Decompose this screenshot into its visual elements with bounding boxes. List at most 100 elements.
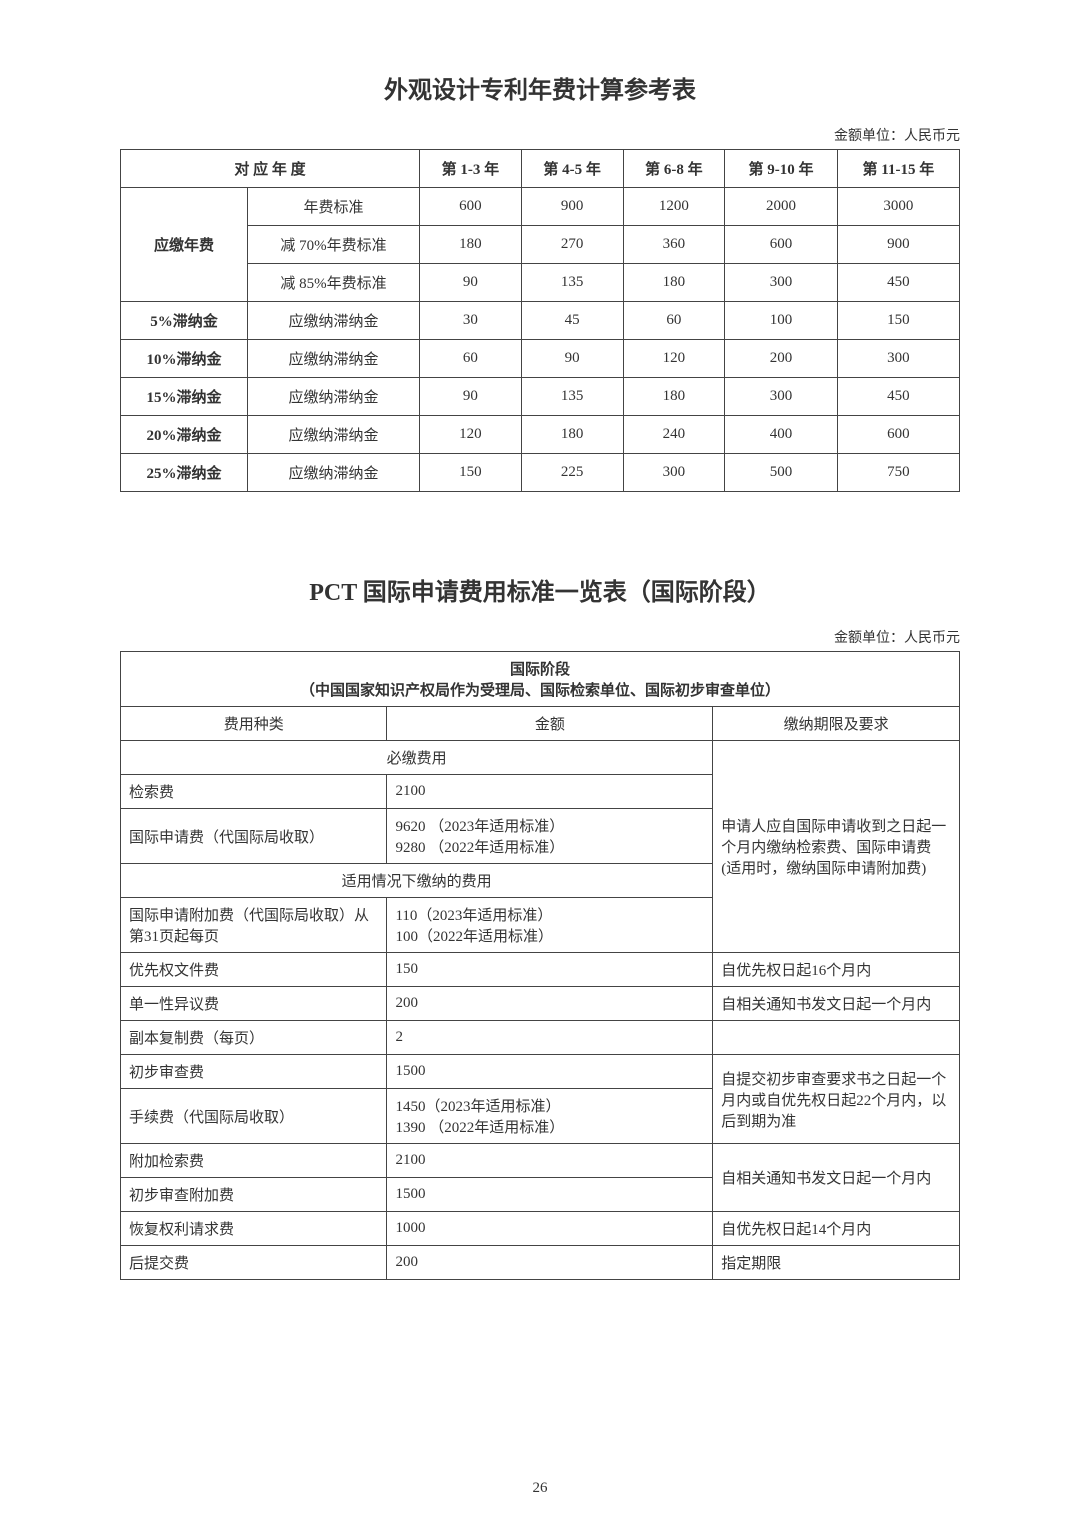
col-amount: 金额 xyxy=(387,707,713,741)
cell: 600 xyxy=(420,188,522,226)
cell: 135 xyxy=(521,264,623,302)
fee-type: 手续费（代国际局收取） xyxy=(121,1089,387,1144)
pct-fee-table: 国际阶段 （中国国家知识产权局作为受理局、国际检索单位、国际初步审查单位） 费用… xyxy=(120,651,960,1280)
cell: 100 xyxy=(725,302,838,340)
fee-type: 副本复制费（每页） xyxy=(121,1021,387,1055)
mandatory-label: 必缴费用 xyxy=(121,741,713,775)
annual-fee-label: 应缴年费 xyxy=(121,188,248,302)
cell: 135 xyxy=(521,378,623,416)
fee-amount: 2100 xyxy=(387,775,713,809)
table-row: 15%滞纳金 应缴纳滞纳金 90 135 180 300 450 xyxy=(121,378,960,416)
fee-req xyxy=(713,1021,960,1055)
fee-type: 检索费 xyxy=(121,775,387,809)
fee-type: 国际申请费（代国际局收取） xyxy=(121,809,387,864)
section-mandatory: 必缴费用 申请人应自国际申请收到之日起一个月内缴纳检索费、国际申请费(适用时，缴… xyxy=(121,741,960,775)
table2-colheader: 费用种类 金额 缴纳期限及要求 xyxy=(121,707,960,741)
fee-amount: 150 xyxy=(387,953,713,987)
fee-amount: 1500 xyxy=(387,1055,713,1089)
fee-amount: 2 xyxy=(387,1021,713,1055)
cell: 900 xyxy=(521,188,623,226)
intl-phase-header: 国际阶段 （中国国家知识产权局作为受理局、国际检索单位、国际初步审查单位） xyxy=(121,652,960,707)
amount-line: 9280 （2022年适用标准） xyxy=(395,836,704,857)
fee-amount: 1000 xyxy=(387,1212,713,1246)
design-patent-fee-table: 对 应 年 度 第 1-3 年 第 4-5 年 第 6-8 年 第 9-10 年… xyxy=(120,149,960,492)
fee-amount: 9620 （2023年适用标准） 9280 （2022年适用标准） xyxy=(387,809,713,864)
fee-type: 优先权文件费 xyxy=(121,953,387,987)
amount-line: 110（2023年适用标准） xyxy=(395,904,704,925)
intl-phase-line1: 国际阶段 xyxy=(129,658,951,679)
amount-line: 1450（2023年适用标准） xyxy=(395,1095,704,1116)
cell: 600 xyxy=(837,416,959,454)
cell: 600 xyxy=(725,226,838,264)
table-row: 附加检索费 2100 自相关通知书发文日起一个月内 xyxy=(121,1144,960,1178)
header-y1: 第 1-3 年 xyxy=(420,150,522,188)
cell: 60 xyxy=(420,340,522,378)
amount-line: 1390 （2022年适用标准） xyxy=(395,1116,704,1137)
cell: 300 xyxy=(725,264,838,302)
cell: 60 xyxy=(623,302,725,340)
fee-type: 后提交费 xyxy=(121,1246,387,1280)
header-y4: 第 9-10 年 xyxy=(725,150,838,188)
cell: 120 xyxy=(623,340,725,378)
conditional-label: 适用情况下缴纳的费用 xyxy=(121,864,713,898)
table2-title: PCT 国际申请费用标准一览表（国际阶段） xyxy=(120,572,960,607)
table2-unit: 金额单位：人民币元 xyxy=(120,627,960,647)
cell: 450 xyxy=(837,378,959,416)
table-row: 5%滞纳金 应缴纳滞纳金 30 45 60 100 150 xyxy=(121,302,960,340)
penalty-label: 15%滞纳金 xyxy=(121,378,248,416)
header-y2: 第 4-5 年 xyxy=(521,150,623,188)
page-number: 26 xyxy=(0,1480,1080,1497)
penalty-label: 25%滞纳金 xyxy=(121,454,248,492)
sub-label: 应缴纳滞纳金 xyxy=(248,378,420,416)
req-group2: 自提交初步审查要求书之日起一个月内或自优先权日起22个月内，以后到期为准 xyxy=(713,1055,960,1144)
cell: 180 xyxy=(420,226,522,264)
cell: 900 xyxy=(837,226,959,264)
sub-label: 应缴纳滞纳金 xyxy=(248,302,420,340)
cell: 180 xyxy=(623,378,725,416)
sub-label: 应缴纳滞纳金 xyxy=(248,340,420,378)
cell: 120 xyxy=(420,416,522,454)
table-row: 应缴年费 年费标准 600 900 1200 2000 3000 xyxy=(121,188,960,226)
sub-label: 应缴纳滞纳金 xyxy=(248,454,420,492)
cell: 150 xyxy=(837,302,959,340)
table1-title: 外观设计专利年费计算参考表 xyxy=(120,70,960,105)
fee-req: 自相关通知书发文日起一个月内 xyxy=(713,987,960,1021)
col-req: 缴纳期限及要求 xyxy=(713,707,960,741)
req-group3: 自相关通知书发文日起一个月内 xyxy=(713,1144,960,1212)
cell: 300 xyxy=(725,378,838,416)
cell: 180 xyxy=(521,416,623,454)
table-row: 20%滞纳金 应缴纳滞纳金 120 180 240 400 600 xyxy=(121,416,960,454)
col-type: 费用种类 xyxy=(121,707,387,741)
cell: 360 xyxy=(623,226,725,264)
amount-line: 100（2022年适用标准） xyxy=(395,925,704,946)
fee-req: 自优先权日起14个月内 xyxy=(713,1212,960,1246)
fee-amount: 1450（2023年适用标准） 1390 （2022年适用标准） xyxy=(387,1089,713,1144)
cell: 400 xyxy=(725,416,838,454)
fee-amount: 2100 xyxy=(387,1144,713,1178)
cell: 90 xyxy=(420,378,522,416)
fee-amount: 200 xyxy=(387,1246,713,1280)
sub-label: 应缴纳滞纳金 xyxy=(248,416,420,454)
table-row: 优先权文件费 150 自优先权日起16个月内 xyxy=(121,953,960,987)
cell: 1200 xyxy=(623,188,725,226)
cell: 240 xyxy=(623,416,725,454)
header-y3: 第 6-8 年 xyxy=(623,150,725,188)
penalty-label: 10%滞纳金 xyxy=(121,340,248,378)
fee-amount: 1500 xyxy=(387,1178,713,1212)
cell: 300 xyxy=(837,340,959,378)
cell: 2000 xyxy=(725,188,838,226)
intl-phase-line2: （中国国家知识产权局作为受理局、国际检索单位、国际初步审查单位） xyxy=(129,679,951,700)
amount-line: 9620 （2023年适用标准） xyxy=(395,815,704,836)
cell: 200 xyxy=(725,340,838,378)
header-y5: 第 11-15 年 xyxy=(837,150,959,188)
cell: 500 xyxy=(725,454,838,492)
fee-req: 指定期限 xyxy=(713,1246,960,1280)
req-group1: 申请人应自国际申请收到之日起一个月内缴纳检索费、国际申请费(适用时，缴纳国际申请… xyxy=(713,741,960,953)
cell: 90 xyxy=(521,340,623,378)
table2-header: 国际阶段 （中国国家知识产权局作为受理局、国际检索单位、国际初步审查单位） xyxy=(121,652,960,707)
penalty-label: 20%滞纳金 xyxy=(121,416,248,454)
fee-amount: 200 xyxy=(387,987,713,1021)
cell: 45 xyxy=(521,302,623,340)
cell: 150 xyxy=(420,454,522,492)
table-row: 初步审查费 1500 自提交初步审查要求书之日起一个月内或自优先权日起22个月内… xyxy=(121,1055,960,1089)
